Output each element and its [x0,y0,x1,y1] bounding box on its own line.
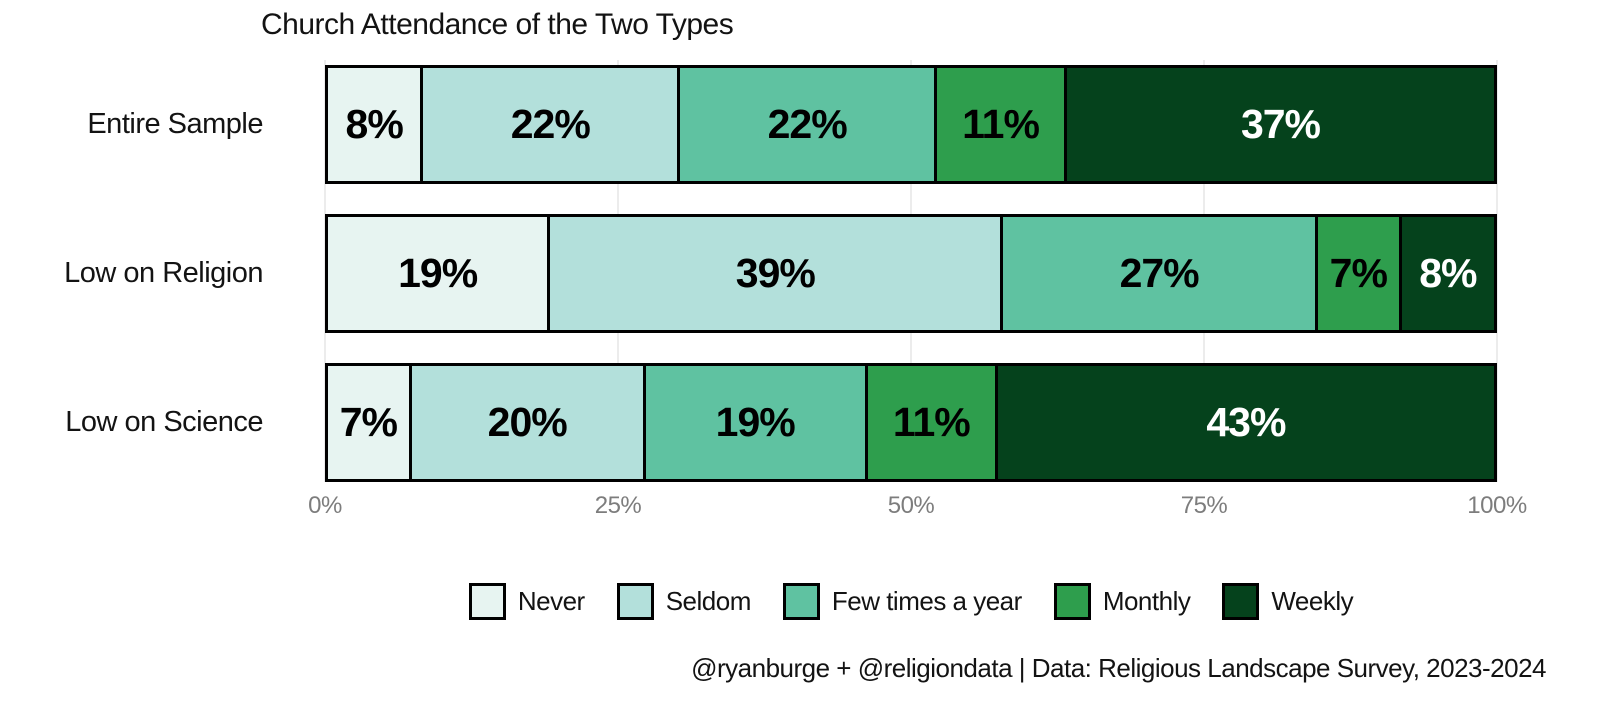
legend-swatch-monthly [1053,583,1091,620]
caption-credit: @ryanburge + @religiondata | Data: Relig… [691,653,1546,683]
legend-item-never: Never [468,583,585,620]
y-axis-label-low-on-science: Low on Science [65,406,263,438]
segment-value-label: 20% [487,399,568,445]
segment-value-label: 11% [962,101,1040,147]
segment-few-times-a-year: 27% [1003,217,1318,330]
segment-value-label: 8% [1419,250,1477,296]
legend-swatch-seldom [616,583,654,620]
segment-value-label: 11% [892,399,971,445]
legend-item-weekly: Weekly [1222,583,1354,620]
segment-seldom: 20% [411,366,646,479]
bar-row-low-on-science: Low on Science 7% 20% 19% 11% 43% [65,363,1497,482]
segment-value-label: 27% [1119,250,1200,296]
segment-monthly: 11% [867,366,998,479]
segment-value-label: 39% [735,250,816,296]
segment-seldom: 22% [423,68,681,181]
segment-monthly: 7% [1317,217,1402,330]
segment-value-label: 22% [767,101,848,147]
x-tick-0: 0% [308,492,342,519]
x-tick-25: 25% [594,492,642,519]
segment-value-label: 19% [398,250,478,296]
segment-weekly: 8% [1401,217,1494,330]
segment-value-label: 8% [345,101,404,147]
segment-value-label: 37% [1240,101,1321,147]
bar-row-entire-sample: Entire Sample 8% 22% 22% 11% 37% [87,65,1497,184]
stacked-bar-low-on-religion: 19% 39% 27% 7% 8% [325,214,1497,333]
stacked-bar-low-on-science: 7% 20% 19% 11% 43% [325,363,1497,482]
legend-label-seldom: Seldom [665,586,752,616]
segment-value-label: 43% [1206,399,1286,445]
segment-never: 19% [328,217,551,330]
legend: Never Seldom Few times a year Monthly Weekly [325,583,1497,620]
legend-item-monthly: Monthly [1053,583,1191,620]
segment-few-times-a-year: 19% [645,366,868,479]
legend-item-few-times-a-year: Few times a year [782,583,1022,620]
legend-label-monthly: Monthly [1102,586,1191,616]
segment-value-label: 22% [510,101,591,147]
bar-row-low-on-religion: Low on Religion 19% 39% 27% 7% 8% [64,214,1497,333]
y-axis-label-entire-sample: Entire Sample [87,108,263,140]
segment-monthly: 11% [937,68,1067,181]
legend-swatch-never [468,583,506,620]
segment-weekly: 37% [1067,68,1494,181]
segment-value-label: 7% [1329,250,1388,296]
chart-title: Church Attendance of the Two Types [261,8,734,41]
segment-weekly: 43% [997,366,1494,479]
legend-swatch-few-times-a-year [782,583,820,620]
y-axis-label-low-on-religion: Low on Religion [64,257,263,289]
stacked-bar-entire-sample: 8% 22% 22% 11% 37% [325,65,1497,184]
segment-value-label: 19% [715,399,796,445]
gridline-100 [1496,60,1498,482]
legend-item-seldom: Seldom [616,583,752,620]
x-tick-75: 75% [1180,492,1228,519]
x-tick-50: 50% [887,492,935,519]
segment-never: 7% [328,366,412,479]
segment-seldom: 39% [550,217,1004,330]
x-tick-100: 100% [1467,492,1527,519]
segment-few-times-a-year: 22% [680,68,938,181]
plot-area: Entire Sample 8% 22% 22% 11% 37% Low on Religi… [64,60,1527,519]
segment-value-label: 7% [339,399,398,445]
legend-swatch-weekly [1222,583,1260,620]
legend-label-never: Never [517,586,585,616]
segment-never: 8% [328,68,424,181]
legend-label-few-times-a-year: Few times a year [831,586,1022,616]
legend-label-weekly: Weekly [1271,586,1354,616]
